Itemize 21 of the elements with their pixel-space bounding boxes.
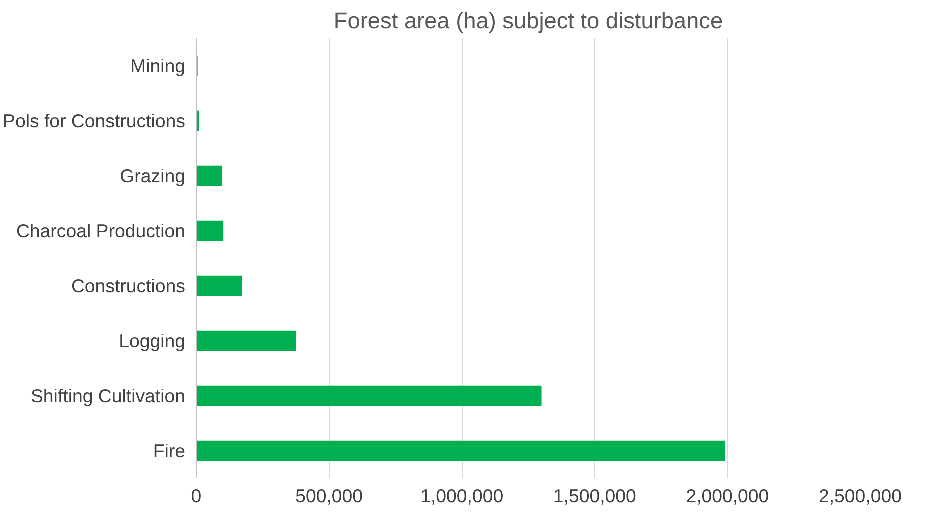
x-tick-label: 2,500,000 [819,486,902,506]
chart-title: Forest area (ha) subject to disturbance [334,8,724,34]
bar [196,386,542,406]
x-tick-label: 0 [191,486,202,506]
x-tick-label: 1,500,000 [553,486,636,506]
bar [196,166,223,186]
x-tick-label: 1,000,000 [420,486,504,506]
y-tick-label: Charcoal Production [16,220,186,242]
y-tick-label: Grazing [120,166,186,186]
y-tick-label: Constructions [71,276,186,296]
bar [196,220,224,242]
bar [196,276,242,296]
y-tick-label: Fire [153,440,186,462]
y-tick-label: Mining [130,56,186,76]
bar [196,440,726,462]
y-tick-label: Pols for Constructions [3,110,186,132]
y-tick-label: Shifting Cultivation [30,386,186,406]
x-tick-label: 500,000 [296,486,364,506]
y-tick-label: Logging [119,330,186,352]
x-tick-label: 2,000,000 [686,486,770,506]
bar [196,330,296,352]
